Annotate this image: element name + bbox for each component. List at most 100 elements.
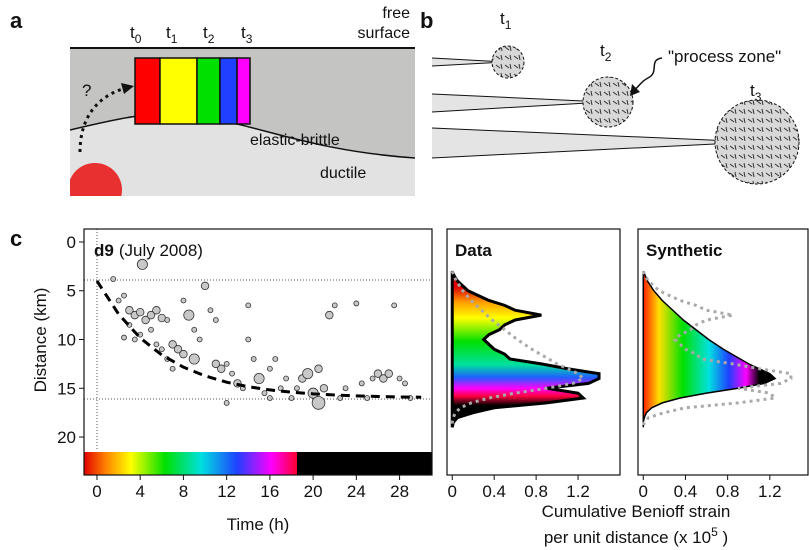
title-bold: d9 <box>94 241 114 260</box>
crack <box>431 93 606 113</box>
event-point <box>121 334 127 341</box>
event-point <box>146 310 156 320</box>
event-point <box>115 297 122 304</box>
event-point <box>402 380 408 387</box>
strain-profile <box>642 270 777 428</box>
x-tick-label: 0.4 <box>674 482 698 501</box>
title: (July 2008) <box>119 241 203 260</box>
event-point <box>135 307 145 317</box>
x-tick-label: 0 <box>92 482 101 501</box>
x-tick-label: 0 <box>639 482 648 501</box>
x-tick-label: 1.2 <box>566 482 590 501</box>
x-tick-label: 4 <box>135 482 144 501</box>
arrow <box>78 86 127 153</box>
event-point <box>164 317 171 323</box>
time-label: t2 <box>203 23 215 46</box>
arrow-head <box>121 83 134 94</box>
process-zone <box>491 45 525 79</box>
label-sub: 1 <box>171 32 178 46</box>
event-point <box>379 374 388 383</box>
plot-frame <box>83 228 433 476</box>
label: "process zone" <box>668 47 781 66</box>
label-part: per unit distance (x 10 <box>544 528 711 547</box>
process-zone <box>714 99 800 185</box>
event-point <box>302 368 314 380</box>
box <box>159 57 198 125</box>
comparison-profile <box>641 270 793 428</box>
time-label: t1 <box>166 23 178 46</box>
event-point <box>245 302 252 309</box>
y-tick-label: 20 <box>57 428 76 447</box>
event-point <box>319 384 329 393</box>
comparison-profile <box>450 270 586 428</box>
box <box>219 57 238 125</box>
event-point <box>358 380 365 387</box>
event-point <box>325 310 334 320</box>
event-point <box>342 385 349 392</box>
y-tick-label: 5 <box>67 282 76 301</box>
event-point <box>183 309 195 321</box>
label-sub: 2 <box>208 32 215 46</box>
event-point <box>211 359 221 369</box>
event-point <box>245 336 252 343</box>
event-point <box>384 369 393 378</box>
panel-title: d9 (July 2008) <box>94 241 203 260</box>
time-label: t2 <box>600 41 612 64</box>
event-point <box>266 395 273 401</box>
event-point <box>311 396 326 410</box>
arrow <box>633 57 663 91</box>
x-tick-label: 0.4 <box>482 482 506 501</box>
process-zone <box>582 76 634 128</box>
panel-title: Synthetic <box>646 241 723 260</box>
box <box>236 57 251 125</box>
x-tick-label: 20 <box>304 482 323 501</box>
label: ductile <box>320 165 366 182</box>
panel-letter: b <box>420 8 433 33</box>
event-point <box>223 360 230 367</box>
time-label: t3 <box>750 81 762 104</box>
event-point <box>272 356 279 362</box>
x-tick-label: 1.2 <box>758 482 782 501</box>
panel-letter: a <box>10 8 23 33</box>
label-base: t <box>241 23 246 42</box>
label-sub: 3 <box>246 32 253 46</box>
event-point <box>369 375 376 382</box>
event-point <box>229 370 235 377</box>
event-point <box>250 356 257 362</box>
x-tick-label: 0 <box>448 482 457 501</box>
event-point <box>152 306 161 315</box>
time-label: t3 <box>241 23 253 46</box>
label-base: t <box>750 81 755 100</box>
panel-b-diagram <box>431 45 800 185</box>
time-boxes <box>134 57 251 125</box>
event-point <box>200 281 210 291</box>
colorbar <box>297 452 432 475</box>
label-base: t <box>600 41 605 60</box>
event-point <box>223 399 230 406</box>
event-point <box>266 365 273 372</box>
y-tick-label: 10 <box>57 331 76 350</box>
label: ? <box>82 81 91 100</box>
crack <box>431 127 756 159</box>
event-point <box>373 369 383 378</box>
event-point <box>121 292 127 299</box>
x-tick-label: 0.8 <box>524 482 548 501</box>
x-tick-label: 8 <box>179 482 188 501</box>
label-base: t <box>166 23 171 42</box>
label-base: t <box>130 23 135 42</box>
event-point <box>173 345 183 354</box>
event-point <box>110 276 117 282</box>
x-axis-label: Time (h) <box>227 515 290 534</box>
event-point <box>191 326 198 333</box>
event-point <box>353 300 360 307</box>
label-sub: 2 <box>605 50 612 64</box>
event-point <box>331 302 338 309</box>
plot-frame <box>446 228 621 476</box>
time-label: t0 <box>130 23 142 46</box>
event-point <box>148 326 154 333</box>
x-axis-label: Cumulative Benioff strain <box>542 502 731 521</box>
event-point <box>391 302 398 309</box>
x-tick-label: 12 <box>217 482 236 501</box>
